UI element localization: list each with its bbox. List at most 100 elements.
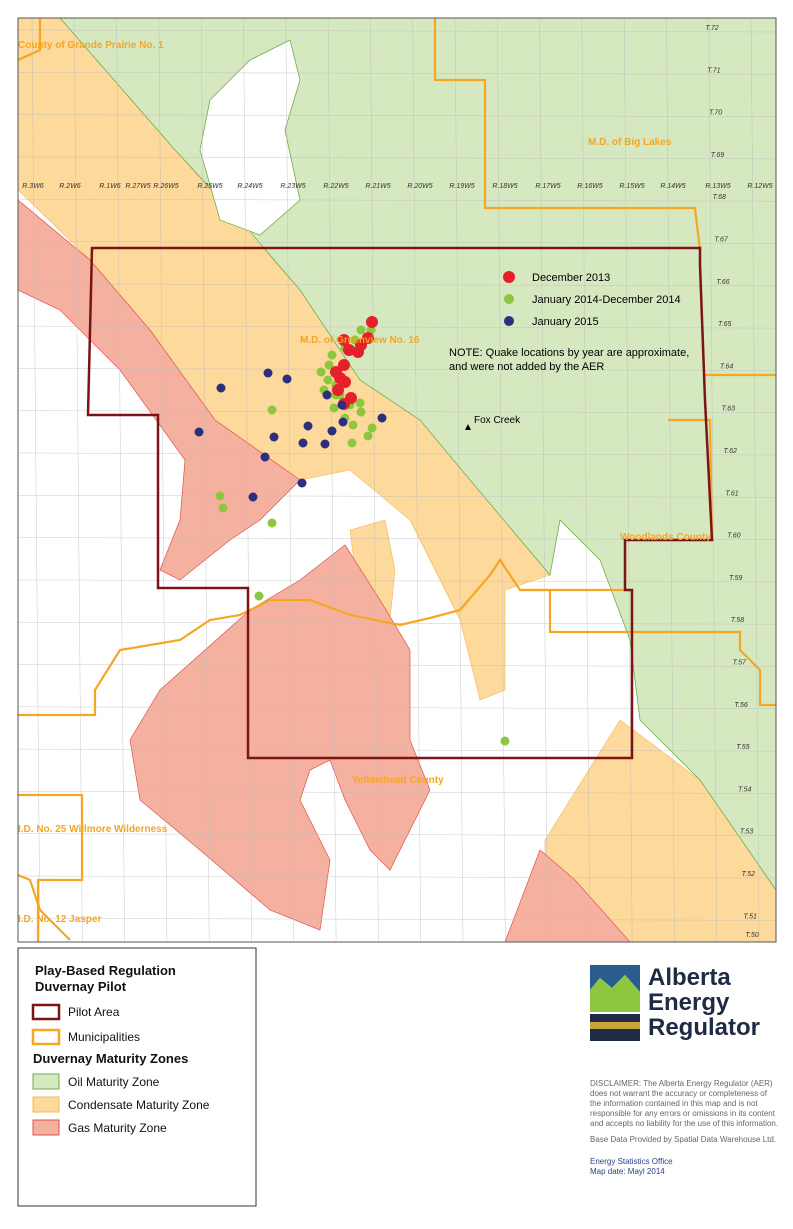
municipality-label: M.D. of Greenview No. 16 (300, 335, 420, 346)
grid-line (285, 18, 294, 942)
township-label: T.59 (729, 575, 742, 582)
grid-line (18, 241, 776, 244)
legend-swatch (31, 1003, 61, 1021)
oil-zone (59, 18, 776, 891)
grid-line (116, 18, 125, 942)
grid-line (18, 664, 776, 667)
quake-2015 (263, 368, 273, 378)
quake-2013 (338, 334, 350, 346)
quake-2015 (282, 374, 292, 384)
map-frame (17, 17, 777, 943)
quake-2015 (303, 421, 313, 431)
grid-line (666, 18, 675, 942)
grid-line (18, 410, 776, 413)
grid-line (581, 18, 591, 942)
town-marker (465, 424, 471, 430)
grid-line (158, 18, 168, 942)
quake-2014 (356, 325, 366, 335)
range-label: R.27W5 (125, 183, 150, 190)
range-label: R.26W5 (153, 183, 178, 190)
grid-line (18, 283, 776, 286)
base-data: Base Data Provided by Spatial Data Wareh… (590, 1135, 776, 1144)
grid-line (31, 18, 41, 942)
township-label: T.63 (722, 406, 735, 413)
grid-line (454, 18, 464, 942)
township-label: T.65 (718, 321, 731, 328)
grid (18, 18, 776, 942)
quake-2015 (216, 383, 226, 393)
quake-2015 (269, 432, 279, 442)
disclaimer-line: responsible for any errors or omissions … (590, 1109, 776, 1118)
grid-line (74, 18, 83, 942)
grid-line (708, 18, 717, 942)
quake-2014 (267, 518, 277, 528)
quake-2013 (343, 344, 355, 356)
quake-2014 (367, 423, 377, 433)
town-label: Fox Creek (474, 415, 521, 426)
municipality-label: Yellowhead County (352, 775, 444, 786)
municipal-boundaries (18, 18, 776, 942)
quake-2014 (329, 403, 339, 413)
grid-line (18, 833, 776, 836)
quake-2014 (316, 367, 326, 377)
logo-text: Regulator (648, 1014, 760, 1041)
quake-2014 (218, 503, 228, 513)
quake-legend-label: January 2014-December 2014 (532, 294, 681, 306)
range-label: R.24W5 (237, 183, 262, 190)
legend-dot (504, 316, 514, 326)
grid-line (18, 622, 776, 625)
township-label: T.52 (742, 871, 755, 878)
note: and were not added by the AER (449, 361, 604, 373)
quake-2015 (337, 400, 347, 410)
quake-2015 (194, 427, 204, 437)
quake-2015 (297, 478, 307, 488)
quake-2015 (338, 417, 348, 427)
quake-2014 (215, 491, 225, 501)
legend-swatch (31, 1028, 61, 1046)
grid-line (624, 18, 633, 942)
range-label: R.20W5 (407, 183, 432, 190)
township-label: T.57 (733, 660, 747, 667)
grid-line (18, 368, 776, 371)
range-label: R.13W5 (705, 183, 730, 190)
grid-line (18, 706, 776, 709)
grid-line (18, 114, 776, 117)
grid-line (750, 18, 760, 942)
township-label: T.72 (705, 25, 718, 32)
township-label: T.54 (738, 786, 751, 793)
legend-label: Oil Maturity Zone (68, 1075, 160, 1089)
quake-2013 (338, 359, 350, 371)
legend-swatch (32, 1073, 60, 1090)
quake-2014 (500, 736, 510, 746)
range-label: R.18W5 (492, 183, 517, 190)
white-area (199, 39, 301, 236)
quake-2015 (322, 390, 332, 400)
municipality-label: County of Grande Prairie No. 1 (18, 40, 164, 51)
legend-subtitle: Duvernay Maturity Zones (33, 1051, 188, 1066)
quake-2013 (355, 339, 367, 351)
range-label: R.3W6 (22, 183, 44, 190)
note: NOTE: Quake locations by year are approx… (449, 347, 689, 359)
township-label: T.61 (725, 490, 738, 497)
grid-line (201, 18, 210, 942)
quake-2014 (324, 360, 334, 370)
disclaimer-line: the information contained in this map an… (590, 1099, 758, 1108)
quake-2013 (366, 316, 378, 328)
logo-icon (590, 965, 640, 1041)
grid-line (18, 579, 776, 583)
gas-zone (18, 199, 301, 581)
credit: Energy Statistics Office (590, 1157, 673, 1166)
quake-2015 (377, 413, 387, 423)
disclaimer-line: and accepts no liability for the use of … (590, 1119, 778, 1128)
grid-line (18, 452, 776, 456)
legend-label: Municipalities (68, 1030, 140, 1044)
township-label: T.69 (711, 152, 724, 159)
quake-2014 (347, 438, 357, 448)
municipality-label: M.D. of Big Lakes (588, 137, 672, 148)
grid-line (18, 72, 776, 75)
grid-line (18, 791, 776, 794)
township-label: T.53 (740, 829, 753, 836)
municipality-label: I.D. No. 25 Willmore Wilderness (18, 824, 168, 835)
township-label: T.70 (709, 110, 722, 117)
